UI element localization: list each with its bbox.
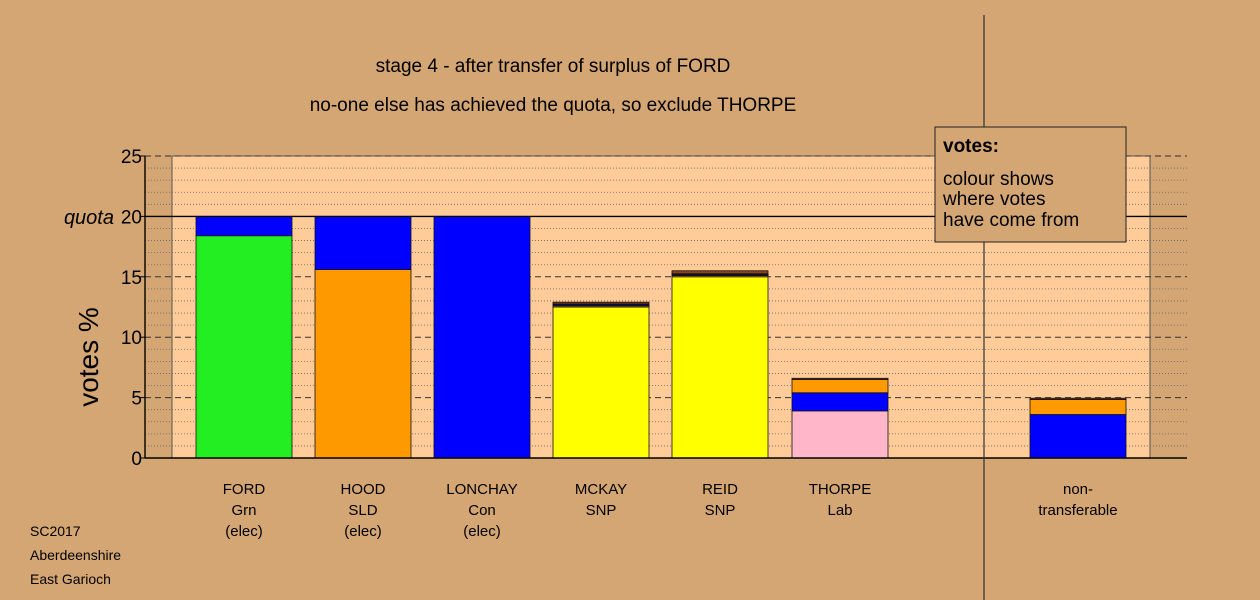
bar-segment — [314, 215, 412, 270]
bar-segment — [1029, 397, 1127, 400]
category-label: Grn — [231, 502, 256, 519]
category-label: Con — [468, 502, 496, 519]
bar-mckay — [552, 301, 650, 459]
legend-line: where votes — [942, 189, 1045, 210]
category-label: LONCHAY — [446, 481, 517, 498]
quota-label: quota — [64, 207, 114, 229]
category-label: FORD — [223, 481, 266, 498]
footer-line: Aberdeenshire — [30, 547, 121, 563]
legend-line: have come from — [943, 210, 1079, 231]
bar-segment — [552, 306, 650, 459]
legend-heading: votes: — [943, 136, 999, 157]
legend-box — [934, 126, 1127, 243]
chart-subtitle: no-one else has achieved the quota, so e… — [310, 95, 797, 116]
category-label: (elec) — [225, 523, 263, 540]
bars — [195, 215, 1127, 459]
footer: SC2017 Aberdeenshire East Garioch — [30, 523, 121, 587]
y-tick-label: 15 — [121, 268, 142, 289]
bar-segment — [671, 270, 769, 275]
bar-reid — [671, 270, 769, 459]
category-label: SLD — [348, 502, 377, 519]
y-axis-label: votes % — [73, 307, 104, 407]
legend-line: colour shows — [943, 169, 1054, 190]
legend: votes: colour shows where votes have com… — [934, 126, 1127, 243]
footer-line: SC2017 — [30, 523, 81, 539]
category-label: Lab — [827, 502, 852, 519]
bar-segment — [791, 379, 889, 394]
category-labels: FORD Grn (elec) HOOD SLD (elec) LONCHAY Con (ele… — [223, 481, 1118, 540]
y-tick-labels: 0 5 10 15 20 25 — [121, 147, 145, 470]
footer-line: East Garioch — [30, 571, 111, 587]
bar-segment — [552, 301, 650, 305]
y-tick-label: 0 — [131, 449, 142, 470]
category-label: transferable — [1038, 502, 1117, 519]
bar-segment — [791, 410, 889, 459]
category-label: THORPE — [809, 481, 872, 498]
y-tick-label: 10 — [121, 328, 142, 349]
category-label: REID — [702, 481, 738, 498]
bar-segment — [671, 276, 769, 459]
bar-segment — [314, 269, 412, 459]
bar-ford — [195, 215, 293, 459]
y-tick-label: 20 — [121, 207, 142, 228]
bar-segment — [791, 377, 889, 380]
category-label: (elec) — [463, 523, 501, 540]
category-label: MCKAY — [575, 481, 627, 498]
bar-segment — [433, 215, 531, 459]
y-tick-label: 5 — [131, 389, 142, 410]
y-tick-label: 25 — [121, 147, 142, 168]
bar-hood — [314, 215, 412, 459]
bar-lonchay — [433, 215, 531, 459]
category-label: HOOD — [341, 481, 386, 498]
category-label: (elec) — [344, 523, 382, 540]
category-label: SNP — [586, 502, 617, 519]
category-label: non- — [1063, 481, 1093, 498]
bar-segment — [1029, 414, 1127, 459]
chart-title: stage 4 - after transfer of surplus of F… — [376, 56, 731, 77]
bar-segment — [1029, 399, 1127, 415]
category-label: SNP — [705, 502, 736, 519]
bar-segment — [791, 392, 889, 412]
bar-nontransferable — [1029, 397, 1127, 459]
bar-segment — [195, 235, 293, 459]
bar-segment — [195, 215, 293, 237]
bar-thorpe — [791, 377, 889, 459]
